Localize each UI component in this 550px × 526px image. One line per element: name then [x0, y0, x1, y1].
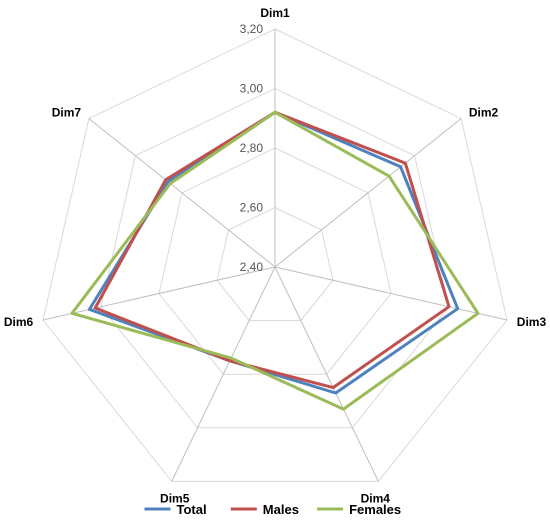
- tick-labels: 2,40 2,60 2,80 3,00 3,20: [240, 22, 264, 274]
- series-line-total: [87, 110, 460, 395]
- axis-spoke: [274, 266, 379, 482]
- legend-item-total: Total: [144, 502, 207, 517]
- axis-label-dim1: Dim1: [260, 6, 290, 20]
- legend-label: Females: [349, 502, 401, 517]
- grid-ring: [42, 28, 508, 482]
- grid-ring: [216, 206, 334, 322]
- legend-item-males: Males: [230, 502, 299, 517]
- axis-label-dim2: Dim2: [469, 105, 499, 119]
- tick-label: 2,40: [240, 260, 264, 274]
- axis-spoke: [171, 266, 276, 482]
- series-line-males: [93, 110, 451, 390]
- axis-spoke: [274, 118, 462, 268]
- grid-ring: [100, 87, 450, 429]
- tick-label: 2,60: [240, 201, 264, 215]
- axis-spoke: [274, 266, 508, 321]
- legend-item-females: Females: [317, 502, 401, 517]
- axis-spokes: [42, 29, 508, 482]
- legend-label: Total: [177, 502, 207, 517]
- tick-label: 3,00: [240, 82, 264, 96]
- axis-spoke: [88, 118, 276, 268]
- tick-label: 3,20: [240, 22, 264, 36]
- series-line-females: [70, 110, 480, 411]
- axis-label-dim6: Dim6: [4, 315, 34, 329]
- axis-label-dim4: Dim4: [361, 491, 391, 505]
- axis-spoke: [42, 266, 276, 321]
- tick-label: 2,80: [240, 141, 264, 155]
- grid: [42, 28, 508, 482]
- legend: Total Males Females: [144, 502, 401, 517]
- axis-label-dim5: Dim5: [160, 491, 190, 505]
- legend-label: Males: [263, 502, 299, 517]
- axis-label-dim7: Dim7: [52, 105, 82, 119]
- axis-labels: Dim1 Dim2 Dim3 Dim4 Dim5 Dim6 Dim7: [4, 6, 547, 505]
- axis-label-dim3: Dim3: [517, 315, 547, 329]
- series-lines: [70, 110, 480, 411]
